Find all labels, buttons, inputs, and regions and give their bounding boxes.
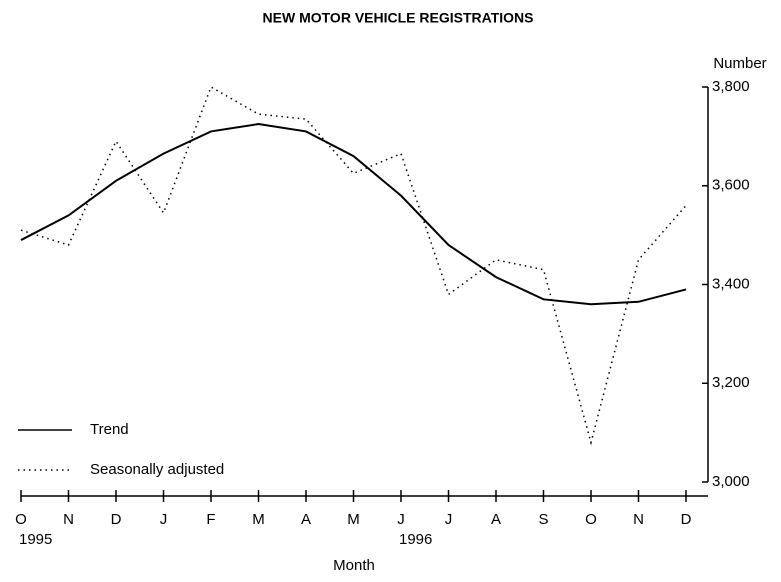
x-tick-label: J: [445, 511, 453, 528]
series-line: [20, 123, 687, 306]
x-tick-label: J: [397, 511, 405, 528]
x-tick-label: O: [585, 511, 597, 528]
legend-label: Trend: [90, 421, 129, 438]
legend-label: Seasonally adjusted: [90, 461, 224, 478]
x-tick-label: J: [160, 511, 168, 528]
series-line: [20, 85, 687, 446]
x-tick-label: A: [301, 511, 311, 528]
x-tick-label: D: [681, 511, 692, 528]
x-tick-label: M: [252, 511, 265, 528]
y-tick-label: 3,200: [712, 374, 750, 391]
y-tick-label: 3,600: [712, 177, 750, 194]
x-tick-label: A: [491, 511, 501, 528]
y-tick-label: 3,000: [712, 473, 750, 490]
x-tick-label: S: [538, 511, 548, 528]
y-tick-label: 3,800: [712, 78, 750, 95]
x-tick-label: D: [111, 511, 122, 528]
chart-title: NEW MOTOR VEHICLE REGISTRATIONS: [263, 10, 534, 26]
year-label: 1996: [399, 531, 432, 548]
x-tick-label: N: [633, 511, 644, 528]
year-label: 1995: [19, 531, 52, 548]
x-axis-label: Month: [333, 557, 375, 574]
y-axis-label: Number: [713, 55, 766, 72]
y-tick-label: 3,400: [712, 275, 750, 292]
x-tick-label: F: [206, 511, 215, 528]
x-tick-label: M: [347, 511, 360, 528]
x-tick-label: N: [63, 511, 74, 528]
x-tick-label: O: [15, 511, 27, 528]
